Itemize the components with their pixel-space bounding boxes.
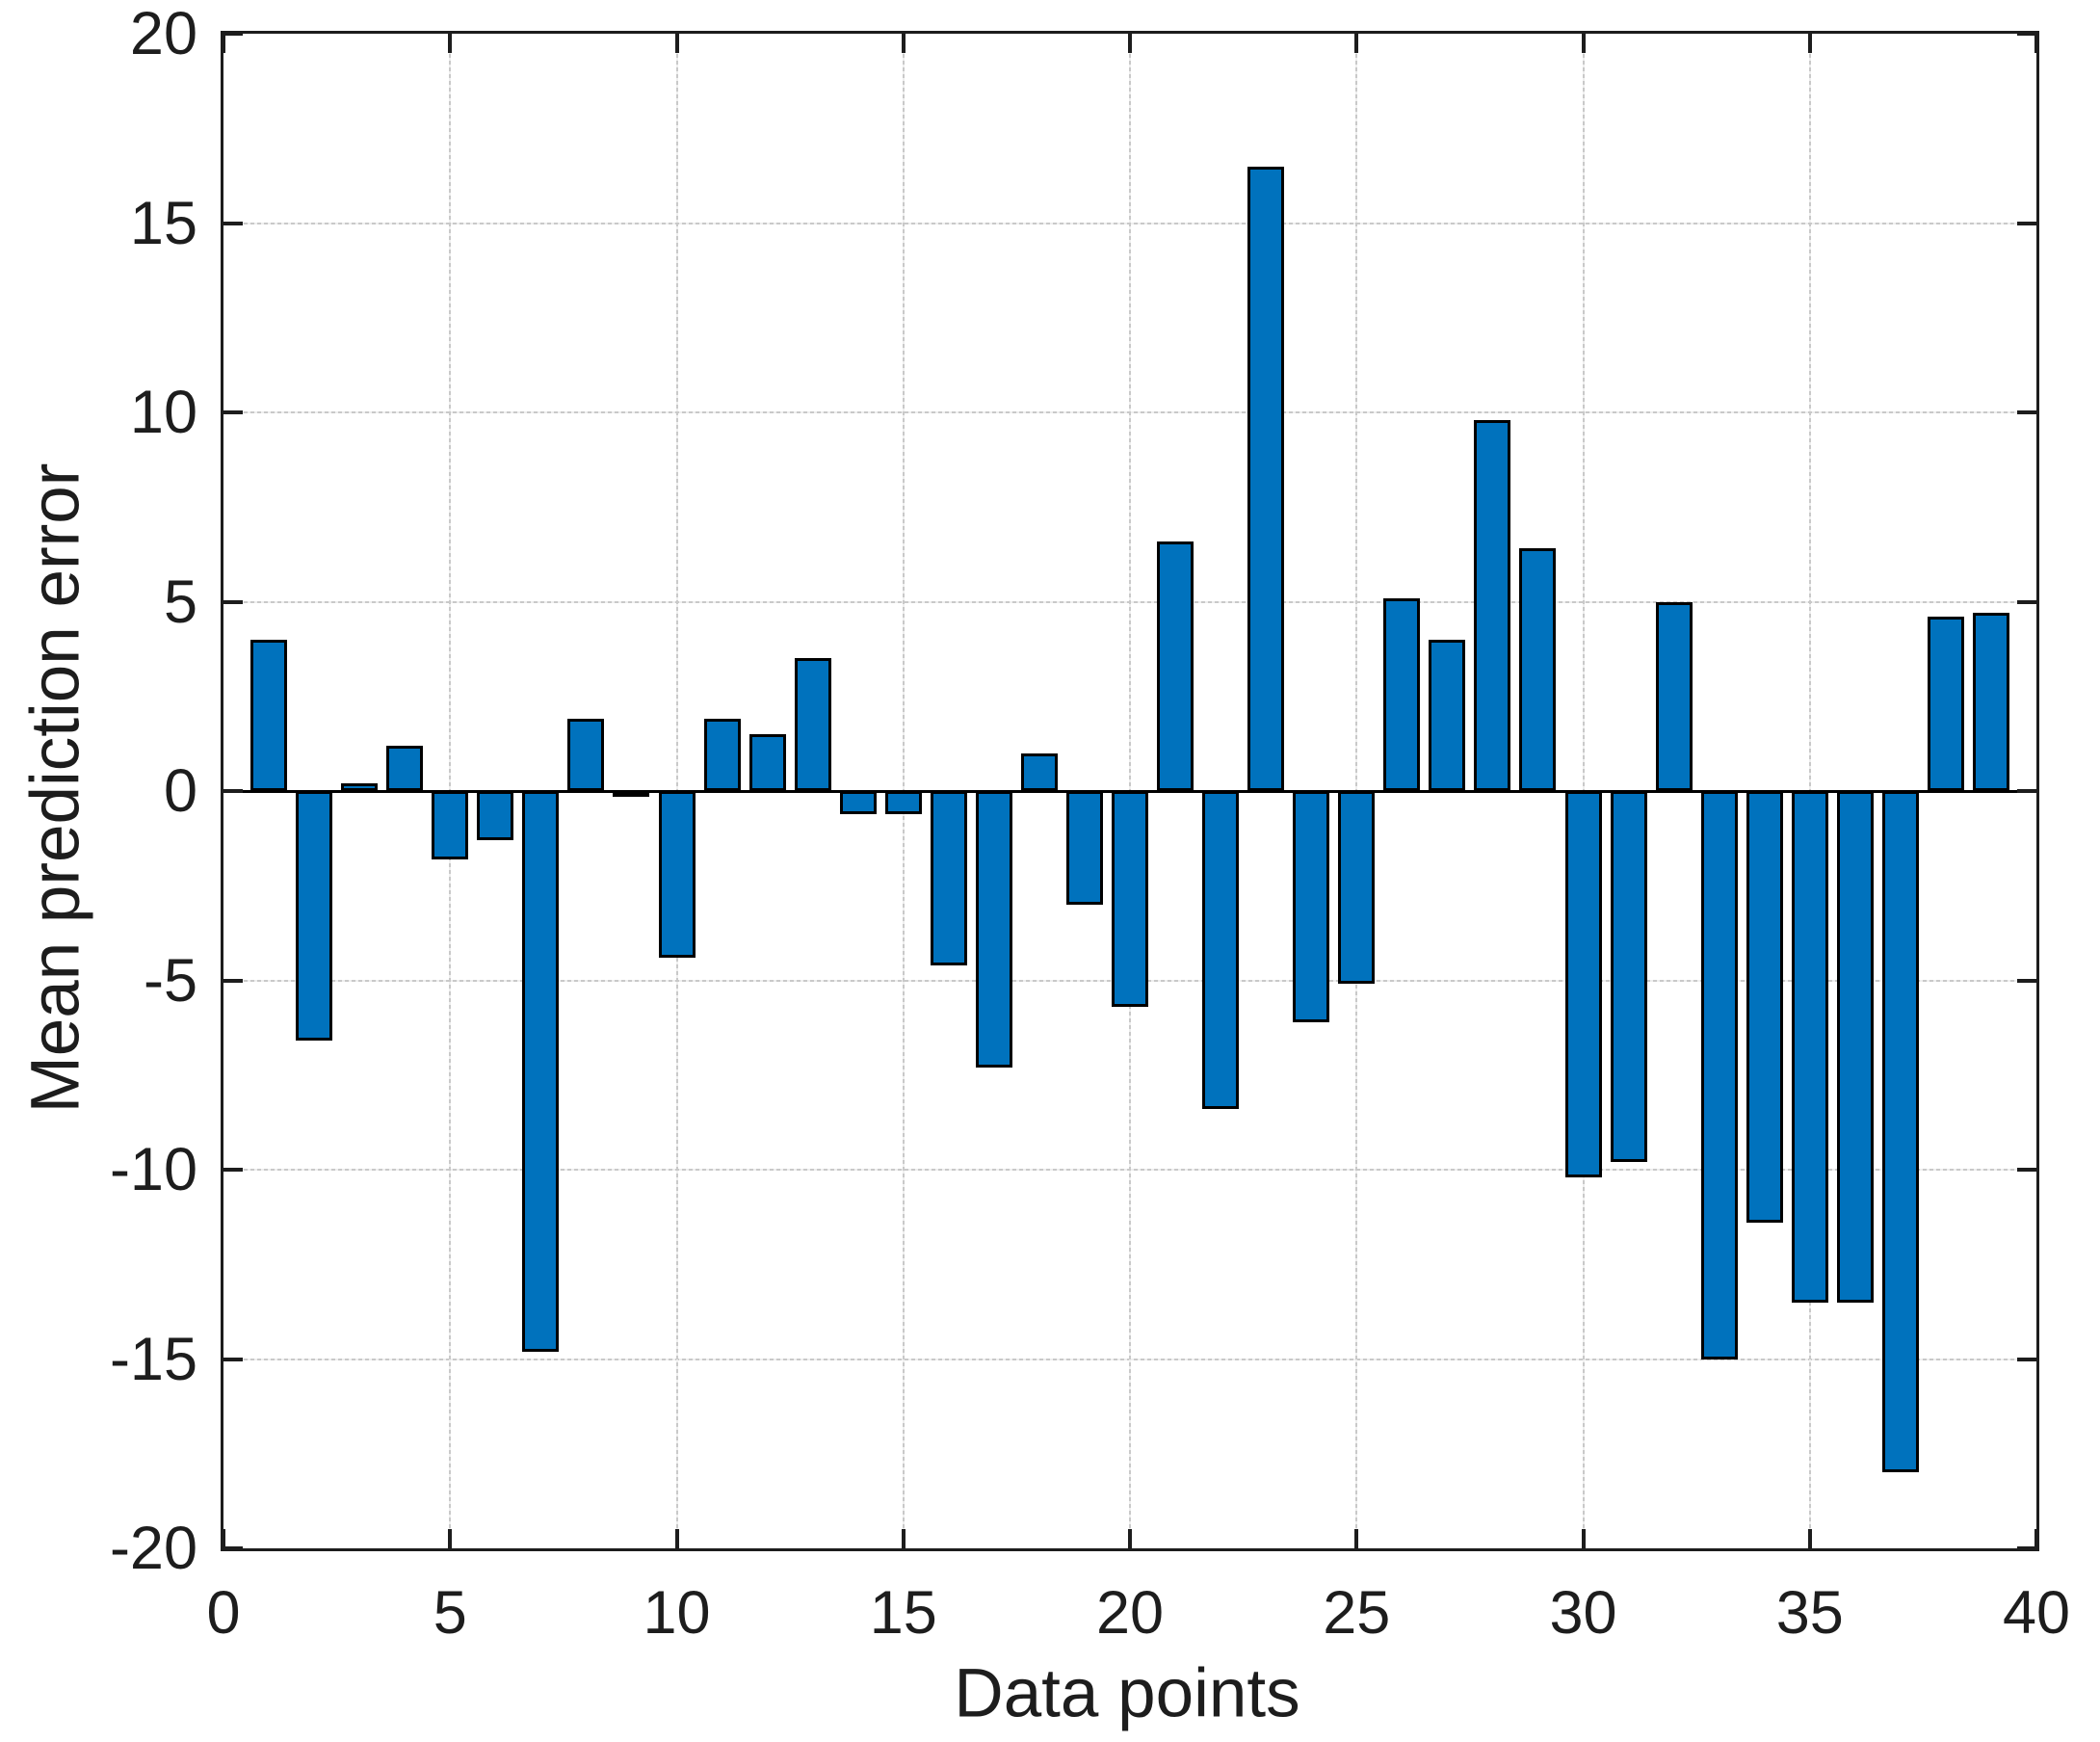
bar-6 <box>477 791 514 841</box>
bar-26 <box>1383 597 1421 791</box>
y-tick-left-0 <box>223 789 243 793</box>
y-tick-label--5: -5 <box>143 946 197 1015</box>
bar-32 <box>1655 601 1693 791</box>
bar-13 <box>794 658 831 791</box>
y-tick-right--5 <box>2017 978 2036 983</box>
x-axis-label: Data points <box>954 1655 1300 1732</box>
bar-34 <box>1746 791 1783 1224</box>
bar-4 <box>386 745 424 791</box>
x-tick-bottom-15 <box>901 1529 906 1548</box>
bar-2 <box>296 791 333 1042</box>
x-tick-label-0: 0 <box>206 1579 241 1647</box>
y-tick-right-0 <box>2017 789 2036 793</box>
y-tick-label-15: 15 <box>129 189 197 257</box>
bar-21 <box>1157 541 1194 791</box>
y-tick-right--20 <box>2017 1546 2036 1550</box>
y-axis-label: Mean prediction error <box>17 462 94 1114</box>
bar-20 <box>1112 791 1148 1007</box>
x-tick-label-15: 15 <box>869 1579 937 1647</box>
y-tick-label-20: 20 <box>129 0 197 67</box>
y-tick-label-10: 10 <box>129 379 197 446</box>
bar-17 <box>975 791 1012 1068</box>
zero-baseline <box>223 789 2036 793</box>
x-tick-top-10 <box>674 34 679 53</box>
plot-area <box>221 31 2039 1551</box>
y-tick-left--15 <box>223 1357 243 1361</box>
x-tick-bottom-5 <box>448 1529 453 1548</box>
bar-9 <box>613 791 650 797</box>
y-tick-label--20: -20 <box>109 1515 197 1582</box>
bar-10 <box>658 791 696 958</box>
y-tick-right-20 <box>2017 32 2036 36</box>
bar-1 <box>250 639 288 791</box>
bar-36 <box>1836 791 1874 1303</box>
y-tick-left-15 <box>223 221 243 225</box>
y-tick-left--20 <box>223 1546 243 1550</box>
bar-30 <box>1564 791 1602 1177</box>
bar-11 <box>703 719 741 791</box>
bar-18 <box>1020 752 1058 791</box>
y-tick-right-5 <box>2017 599 2036 604</box>
x-tick-label-10: 10 <box>643 1579 711 1647</box>
y-tick-right--10 <box>2017 1168 2036 1172</box>
y-tick-label-0: 0 <box>163 757 197 825</box>
bar-29 <box>1519 548 1557 791</box>
bar-8 <box>567 719 605 791</box>
bar-27 <box>1429 639 1466 791</box>
y-tick-right--15 <box>2017 1357 2036 1361</box>
x-tick-bottom-25 <box>1354 1529 1359 1548</box>
bar-7 <box>522 791 560 1352</box>
y-tick-left-5 <box>223 599 243 604</box>
x-tick-top-15 <box>901 34 906 53</box>
y-tick-right-10 <box>2017 410 2036 414</box>
bar-25 <box>1338 791 1376 985</box>
bar-39 <box>1972 613 2009 791</box>
bar-33 <box>1700 791 1738 1359</box>
bar-35 <box>1791 791 1828 1303</box>
y-tick-left-10 <box>223 410 243 414</box>
x-tick-top-5 <box>448 34 453 53</box>
x-tick-label-40: 40 <box>2002 1579 2071 1647</box>
bar-38 <box>1927 617 1964 791</box>
x-tick-label-25: 25 <box>1323 1579 1391 1647</box>
x-tick-top-25 <box>1354 34 1359 53</box>
y-tick-left--10 <box>223 1168 243 1172</box>
bar-5 <box>432 791 469 859</box>
x-tick-bottom-10 <box>674 1529 679 1548</box>
bar-28 <box>1474 419 1511 791</box>
y-tick-label-5: 5 <box>163 567 197 636</box>
bar-23 <box>1247 166 1285 791</box>
bar-31 <box>1610 791 1647 1163</box>
bar-12 <box>748 734 786 791</box>
y-tick-label--10: -10 <box>109 1136 197 1203</box>
x-tick-top-30 <box>1581 34 1586 53</box>
x-tick-label-20: 20 <box>1095 1579 1165 1647</box>
x-tick-label-5: 5 <box>433 1579 467 1647</box>
x-tick-bottom-20 <box>1128 1529 1132 1548</box>
x-tick-top-0 <box>222 34 225 53</box>
x-tick-bottom-30 <box>1581 1529 1586 1548</box>
y-tick-right-15 <box>2017 221 2036 225</box>
bar-19 <box>1065 791 1103 905</box>
x-tick-bottom-35 <box>1807 1529 1812 1548</box>
bar-37 <box>1881 791 1919 1473</box>
y-tick-left-20 <box>223 32 243 36</box>
y-tick-label--15: -15 <box>109 1325 197 1393</box>
x-tick-bottom-40 <box>2034 1529 2038 1548</box>
bar-22 <box>1202 791 1240 1110</box>
x-tick-bottom-0 <box>222 1529 225 1548</box>
bar-24 <box>1293 791 1330 1022</box>
bar-15 <box>884 791 922 814</box>
x-tick-top-20 <box>1128 34 1132 53</box>
x-tick-top-40 <box>2034 34 2038 53</box>
x-tick-top-35 <box>1807 34 1812 53</box>
x-tick-label-35: 35 <box>1775 1579 1844 1647</box>
x-tick-label-30: 30 <box>1549 1579 1617 1647</box>
y-tick-left--5 <box>223 978 243 983</box>
bar-16 <box>930 791 967 965</box>
bar-14 <box>839 791 877 814</box>
